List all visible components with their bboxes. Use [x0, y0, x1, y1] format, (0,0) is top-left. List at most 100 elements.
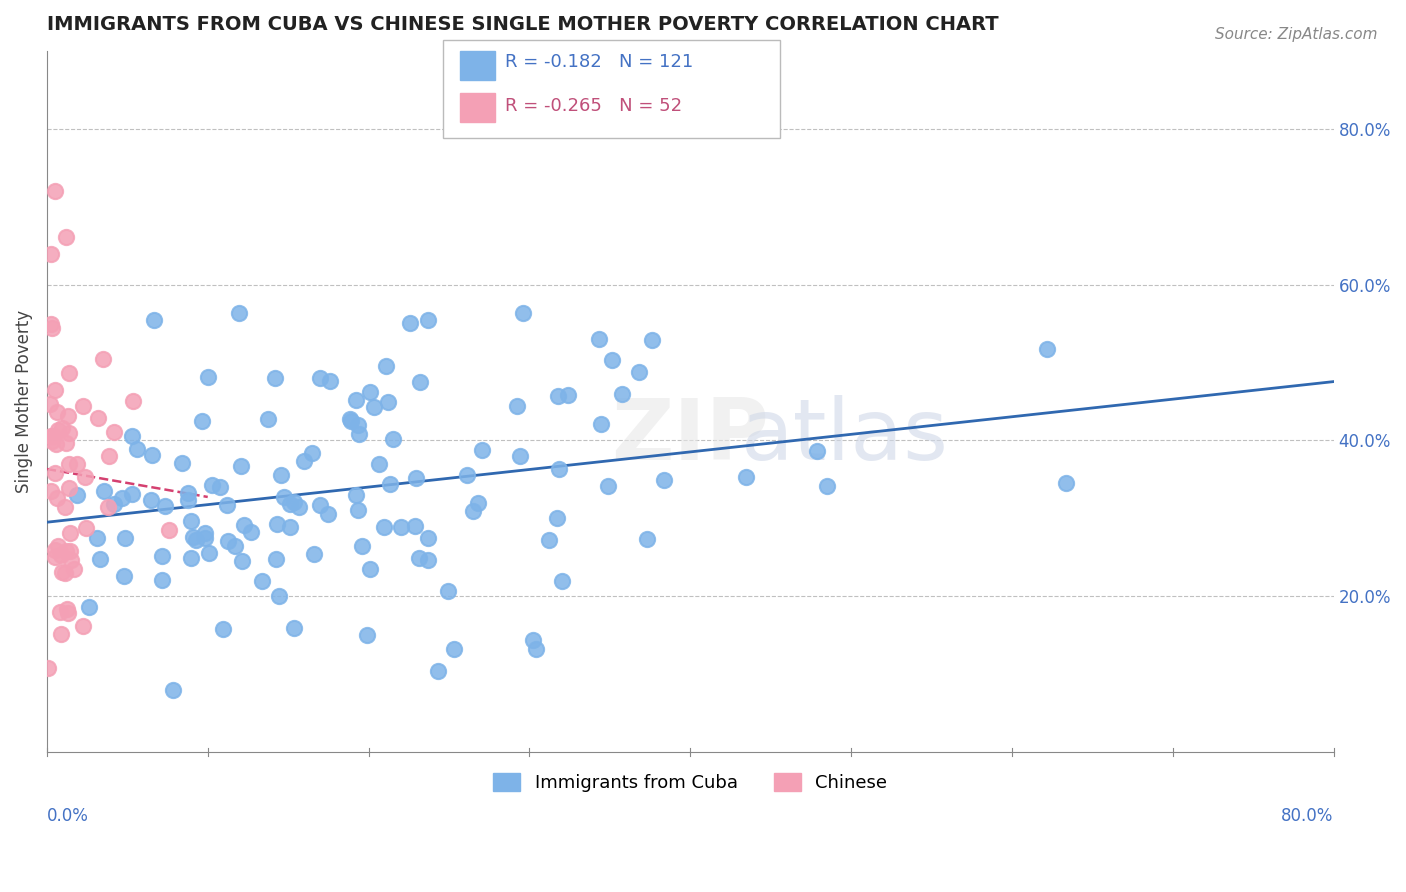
Point — [508, 449, 530, 463]
Point — [51, 566, 73, 580]
Point — [363, 400, 385, 414]
Point — [181, 530, 204, 544]
Point — [405, 471, 427, 485]
Point — [91, 351, 114, 366]
Point — [270, 468, 292, 483]
Point — [228, 306, 250, 320]
Point — [111, 491, 134, 506]
Legend: Immigrants from Cuba, Chinese: Immigrants from Cuba, Chinese — [486, 765, 894, 799]
Text: IMMIGRANTS FROM CUBA VS CHINESE SINGLE MOTHER POVERTY CORRELATION CHART: IMMIGRANTS FROM CUBA VS CHINESE SINGLE M… — [46, 15, 998, 34]
Point — [522, 633, 544, 648]
Point — [215, 499, 238, 513]
Point — [217, 534, 239, 549]
Point — [150, 549, 173, 563]
Point — [45, 405, 67, 419]
Point — [66, 457, 89, 471]
Point — [51, 421, 73, 435]
Point — [636, 532, 658, 546]
Point — [44, 184, 66, 198]
Point — [66, 488, 89, 502]
Point — [347, 417, 370, 432]
Point — [377, 395, 399, 409]
Point — [806, 444, 828, 458]
Point — [734, 470, 756, 484]
Point — [155, 499, 177, 513]
Point — [37, 661, 59, 675]
Point — [180, 514, 202, 528]
Point — [356, 628, 378, 642]
Point — [121, 487, 143, 501]
Point — [304, 548, 326, 562]
Point — [46, 491, 69, 506]
Point — [278, 520, 301, 534]
Point — [73, 470, 96, 484]
Point — [437, 583, 460, 598]
Point — [41, 321, 63, 335]
Point — [588, 332, 610, 346]
Point — [56, 601, 79, 615]
Point — [41, 428, 63, 442]
Point — [288, 500, 311, 514]
Point — [443, 642, 465, 657]
Point — [197, 545, 219, 559]
Point — [232, 518, 254, 533]
Point — [344, 392, 367, 407]
Point — [339, 414, 361, 428]
Point — [56, 409, 79, 423]
Point — [1054, 476, 1077, 491]
Point — [194, 531, 217, 545]
Point — [368, 457, 391, 471]
Point — [87, 411, 110, 425]
Point — [72, 619, 94, 633]
Point — [93, 484, 115, 499]
Text: R = -0.182   N = 121: R = -0.182 N = 121 — [505, 54, 693, 71]
Point — [283, 621, 305, 635]
Point — [506, 399, 529, 413]
Point — [41, 317, 63, 331]
Point — [44, 549, 66, 564]
Point — [55, 436, 77, 450]
Point — [1036, 343, 1059, 357]
Point — [53, 566, 76, 580]
Point — [278, 497, 301, 511]
Point — [600, 353, 623, 368]
Point — [59, 544, 82, 558]
Point — [398, 316, 420, 330]
Point — [39, 247, 62, 261]
Point — [197, 370, 219, 384]
Point — [409, 375, 432, 389]
Point — [176, 486, 198, 500]
Point — [815, 479, 838, 493]
Text: R = -0.265   N = 52: R = -0.265 N = 52 — [505, 97, 682, 115]
Point — [471, 443, 494, 458]
Point — [139, 492, 162, 507]
Point — [58, 606, 80, 620]
Point — [98, 449, 121, 463]
Point — [201, 477, 224, 491]
Point — [180, 551, 202, 566]
Point — [89, 552, 111, 566]
Point — [557, 387, 579, 401]
Point — [418, 531, 440, 545]
Point — [467, 496, 489, 510]
Text: ZIP: ZIP — [612, 395, 769, 478]
Point — [359, 561, 381, 575]
Point — [404, 518, 426, 533]
Point — [41, 434, 63, 448]
Point — [58, 481, 80, 495]
Point — [97, 500, 120, 515]
Point — [53, 500, 76, 515]
Text: 0.0%: 0.0% — [46, 806, 89, 824]
Point — [38, 397, 60, 411]
Point — [44, 467, 66, 481]
Point — [301, 446, 323, 460]
Point — [224, 540, 246, 554]
Point — [427, 664, 450, 678]
Point — [162, 682, 184, 697]
Point — [58, 458, 80, 472]
Point — [596, 479, 619, 493]
Point — [177, 493, 200, 508]
Point — [208, 479, 231, 493]
Point — [347, 502, 370, 516]
Point — [375, 359, 398, 373]
